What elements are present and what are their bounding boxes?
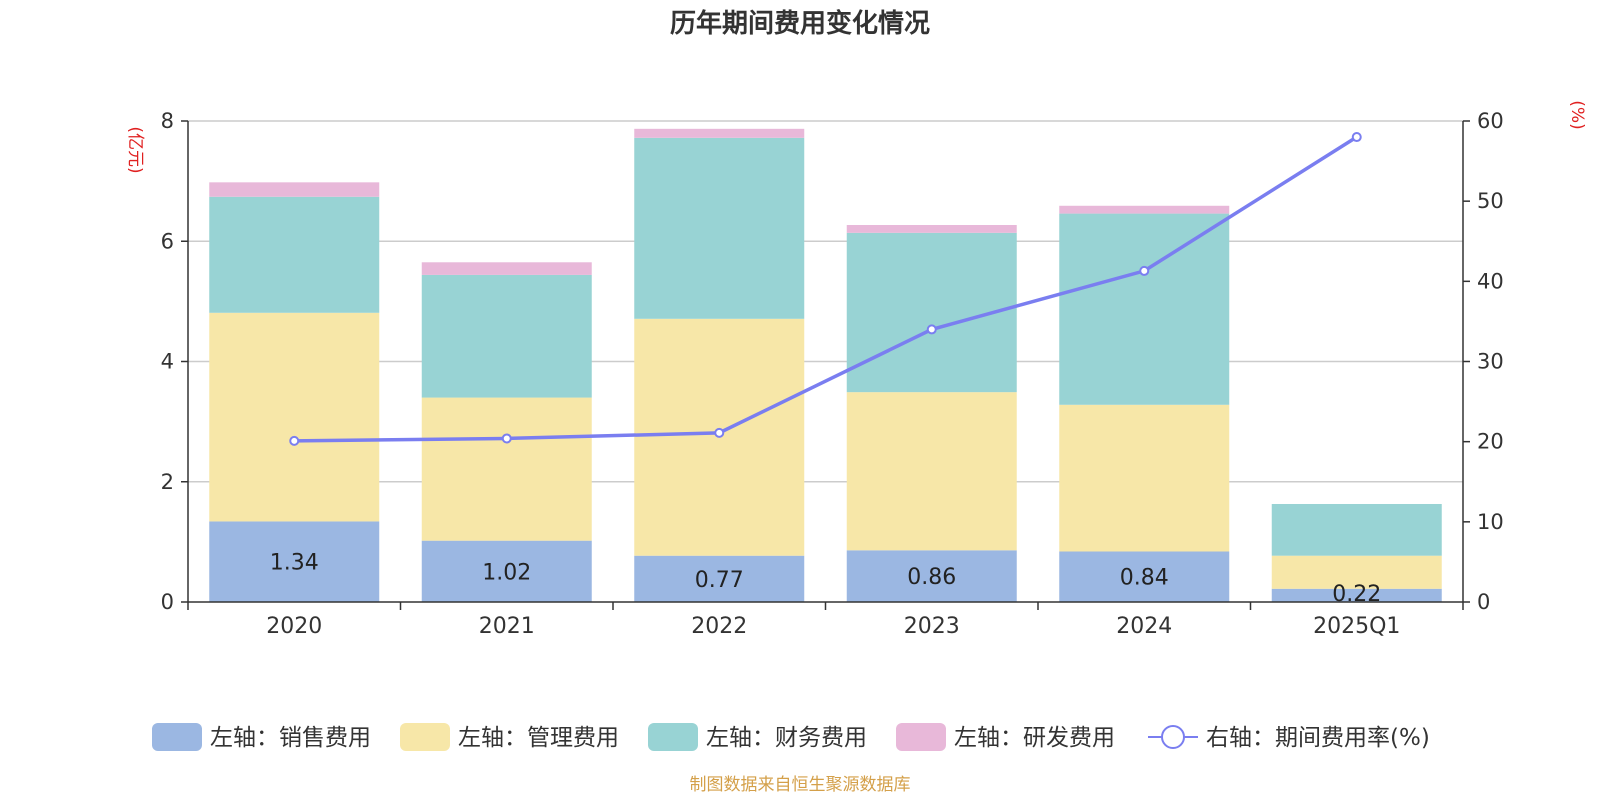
y-left-tick-label: 6 xyxy=(161,229,174,253)
bar-segment xyxy=(634,128,805,138)
bar-data-label: 0.77 xyxy=(695,568,744,593)
y-right-tick-label: 40 xyxy=(1477,269,1504,293)
line-point xyxy=(926,324,937,335)
legend-label: 左轴：管理费用 xyxy=(458,725,619,751)
bar-data-label: 0.22 xyxy=(1332,582,1381,607)
bar-segment xyxy=(1271,588,1442,602)
bar-segment xyxy=(1059,551,1230,602)
line-point xyxy=(501,433,512,444)
legend: 左轴：销售费用 左轴：管理费用 左轴：财务费用 左轴：研发费用 右轴：期间费用率(%) xyxy=(152,723,1430,751)
bar-segment xyxy=(209,312,380,522)
y-left-tick-label: 2 xyxy=(161,470,174,494)
bar-segment xyxy=(1059,205,1230,214)
x-tick-label: 2025Q1 xyxy=(1313,614,1400,639)
y-right-tick-label: 30 xyxy=(1477,350,1504,374)
bar-segment xyxy=(209,521,380,602)
bar-segment xyxy=(846,225,1017,233)
chart-title: 历年期间费用变化情况 xyxy=(670,8,930,39)
line-layer xyxy=(289,132,1362,446)
line-series-rate xyxy=(294,135,1358,443)
grid-lines xyxy=(188,120,1463,483)
bar-segment xyxy=(421,397,592,541)
legend-label: 左轴：研发费用 xyxy=(954,725,1115,751)
bar-segment xyxy=(846,392,1017,551)
line-point xyxy=(1139,265,1150,276)
bar-data-label: 1.34 xyxy=(270,551,319,576)
y-right-tick-label: 10 xyxy=(1477,510,1504,534)
x-tick-label: 2022 xyxy=(691,614,747,639)
axes-layer: 0 2 4 6 8 0 10 20 30 40 50 60 2020 2021 2022 2023 2024 20… xyxy=(161,109,1504,639)
bar-segment xyxy=(209,196,380,313)
x-tick-label: 2023 xyxy=(904,614,960,639)
bar-layer: 1.34 1.02 0.77 0.86 0.84 0.22 xyxy=(209,128,1442,607)
x-tick-label: 2024 xyxy=(1116,614,1172,639)
bar-segment xyxy=(209,182,380,197)
bar-segment xyxy=(1059,213,1230,405)
bar-segment xyxy=(846,550,1017,602)
bar-data-label: 0.86 xyxy=(907,565,956,590)
bar-segment xyxy=(1271,555,1442,589)
y-left-tick-label: 0 xyxy=(161,590,174,614)
bar-segment xyxy=(1059,404,1230,552)
legend-label: 右轴：期间费用率(%) xyxy=(1206,725,1430,751)
y-axis-right-label: (%) xyxy=(1567,100,1587,129)
line-point xyxy=(714,427,725,438)
bar-segment xyxy=(421,540,592,602)
legend-swatch-marker xyxy=(1161,725,1185,749)
bar-segment xyxy=(634,555,805,602)
bar-segment xyxy=(1271,503,1442,556)
y-left-tick-label: 8 xyxy=(161,109,174,133)
legend-label: 左轴：销售费用 xyxy=(210,725,371,751)
bar-segment xyxy=(421,262,592,275)
line-point xyxy=(289,435,300,446)
legend-swatch xyxy=(400,723,450,751)
legend-swatch xyxy=(896,723,946,751)
y-right-tick-label: 0 xyxy=(1477,590,1490,614)
x-tick-label: 2020 xyxy=(266,614,322,639)
y-left-tick-label: 4 xyxy=(161,350,174,374)
legend-label: 左轴：财务费用 xyxy=(706,725,867,751)
y-right-tick-label: 50 xyxy=(1477,189,1504,213)
bar-segment xyxy=(634,137,805,319)
bar-data-label: 1.02 xyxy=(482,560,531,585)
y-axis-left-label: (亿元) xyxy=(125,126,145,173)
legend-swatch xyxy=(648,723,698,751)
x-tick-label: 2021 xyxy=(479,614,535,639)
bar-segment xyxy=(421,274,592,398)
y-right-tick-label: 20 xyxy=(1477,430,1504,454)
legend-swatch xyxy=(152,723,202,751)
bar-data-label: 0.84 xyxy=(1120,566,1169,591)
line-point xyxy=(1351,132,1362,143)
source-note: 制图数据来自恒生聚源数据库 xyxy=(690,775,911,795)
y-right-tick-label: 60 xyxy=(1477,109,1504,133)
